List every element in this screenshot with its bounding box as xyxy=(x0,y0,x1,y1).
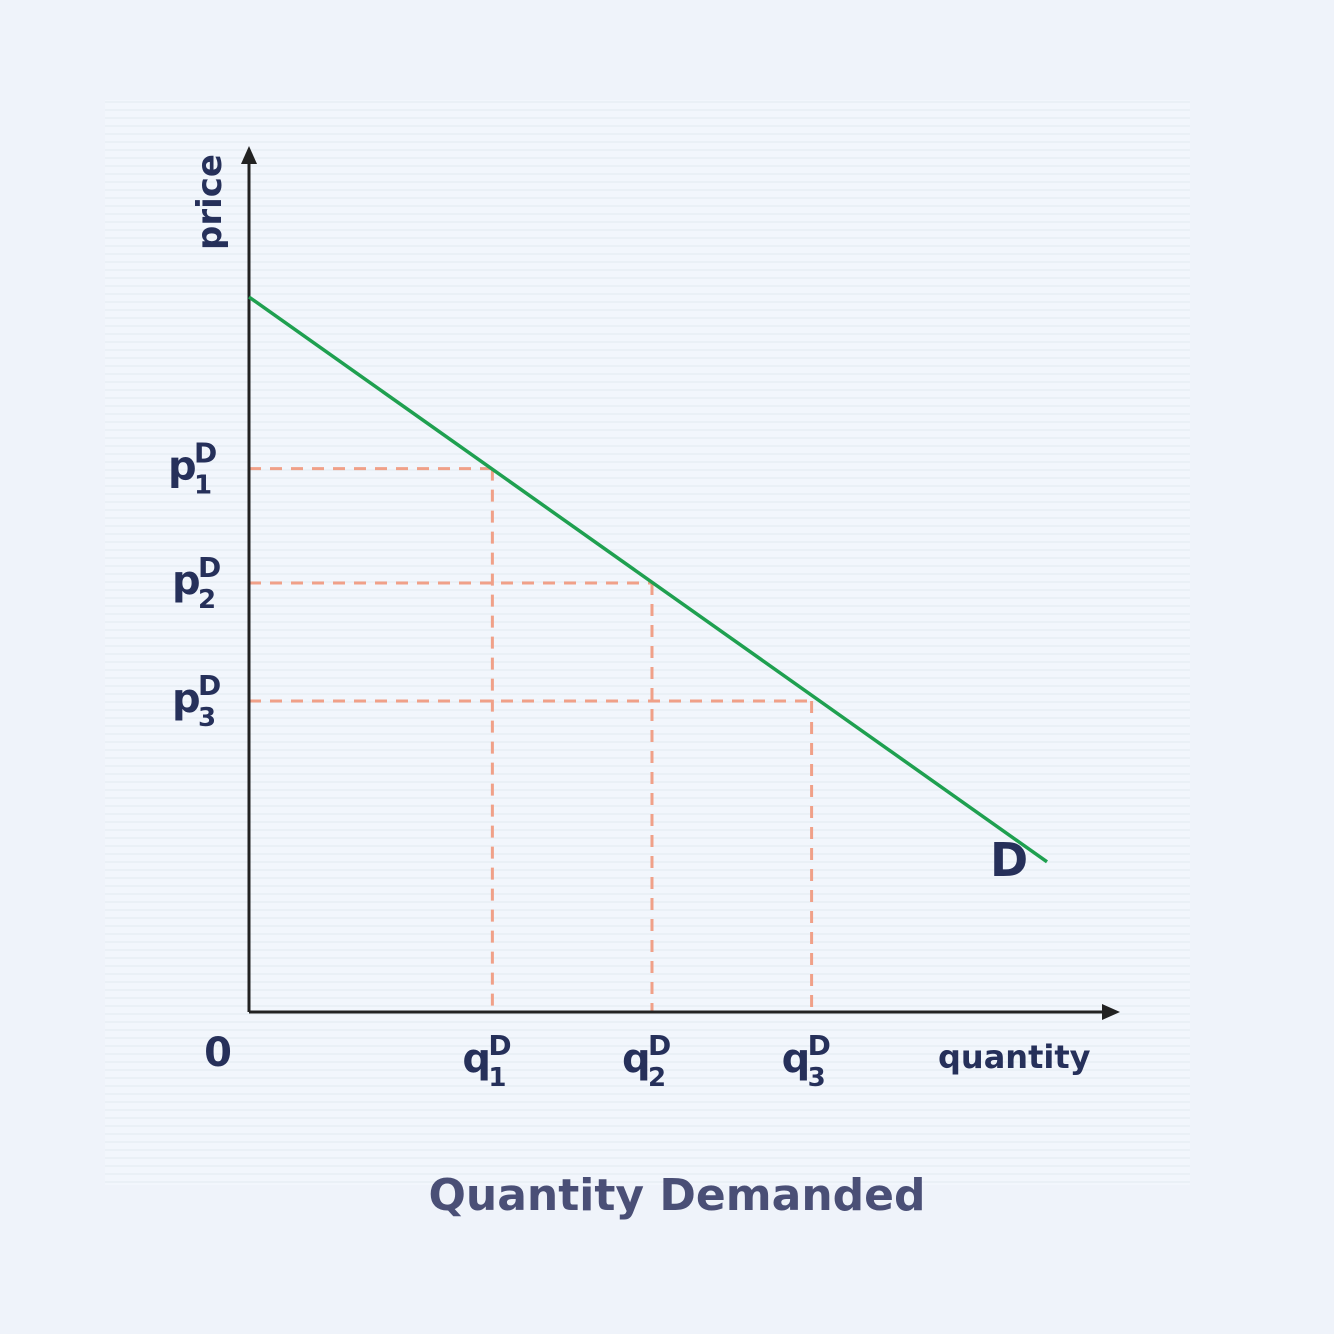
price-tick-label-2-sup: D xyxy=(198,551,221,584)
quantity-tick-label-2: q2D xyxy=(622,1029,671,1093)
chart-title: Quantity Demanded xyxy=(429,1170,926,1221)
price-tick-label-3: p3D xyxy=(172,669,221,733)
quantity-tick-label-1-base: q xyxy=(462,1036,491,1082)
quantity-tick-label-2-base: q xyxy=(622,1036,651,1082)
price-tick-label-3-base: p xyxy=(172,676,201,722)
quantity-tick-label-3-sub: 3 xyxy=(808,1063,826,1093)
origin-label: 0 xyxy=(204,1030,232,1076)
demand-curve-group xyxy=(247,295,1049,864)
quantity-tick-label-2-sup: D xyxy=(648,1029,671,1062)
y-axis-label: price xyxy=(190,154,230,250)
price-tick-label-1-sup: D xyxy=(194,437,217,470)
price-tick-label-2-sub: 2 xyxy=(198,585,216,615)
quantity-tick-label-3: q3D xyxy=(782,1029,831,1093)
quantity-tick-label-3-sup: D xyxy=(808,1029,831,1062)
y-axis-arrow xyxy=(241,146,257,164)
price-tick-label-2-base: p xyxy=(172,558,201,604)
price-tick-label-1: p1D xyxy=(168,437,217,501)
guide-lines xyxy=(249,467,814,1012)
quantity-tick-label-1-sup: D xyxy=(488,1029,511,1062)
x-axis-label: quantity xyxy=(938,1038,1091,1076)
price-tick-label-3-sup: D xyxy=(198,669,221,702)
quantity-tick-label-1-sub: 1 xyxy=(488,1063,506,1093)
demand-curve-line xyxy=(247,295,1049,864)
quantity-tick-label-2-sub: 2 xyxy=(648,1063,666,1093)
price-tick-label-3-sub: 3 xyxy=(198,703,216,733)
price-tick-label-1-sub: 1 xyxy=(194,471,212,501)
axis-labels: price quantity 0 D xyxy=(190,154,1091,1076)
series-label-d: D xyxy=(990,833,1028,887)
x-axis-arrow xyxy=(1102,1004,1120,1020)
price-tick-label-1-base: p xyxy=(168,444,197,490)
chart-panel xyxy=(105,100,1190,1185)
price-tick-label-2: p2D xyxy=(172,551,221,615)
quantity-tick-label-1: q1D xyxy=(462,1029,511,1093)
axes xyxy=(241,146,1120,1020)
quantity-tick-label-3-base: q xyxy=(782,1036,811,1082)
